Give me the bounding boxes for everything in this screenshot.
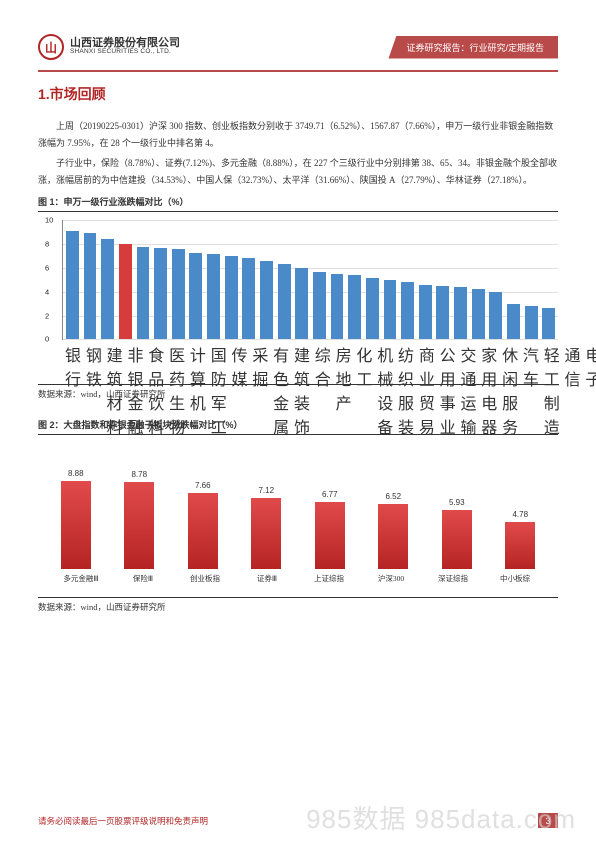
chart1-bar xyxy=(260,261,273,340)
chart2-bar xyxy=(315,502,345,570)
chart1-xlabel: 交通运输 xyxy=(460,342,476,438)
chart1-ytick: 8 xyxy=(45,240,49,249)
chart1-xlabel: 房地产 xyxy=(336,342,352,438)
chart1-xlabel: 汽车 xyxy=(523,342,539,438)
chart1-xlabel: 公用事业 xyxy=(440,342,456,438)
chart2-bar-value: 4.78 xyxy=(512,510,528,519)
chart2-xlabel: 中小板综 xyxy=(494,573,536,584)
chart1-xlabel: 家用电器 xyxy=(481,342,497,438)
header-rule xyxy=(38,70,558,72)
chart1-xlabel: 机械设备 xyxy=(377,342,393,438)
chart1-xlabel: 纺织服装 xyxy=(398,342,414,438)
chart2-bar-value: 6.52 xyxy=(385,492,401,501)
chart1-bar xyxy=(401,282,414,339)
chart2-xlabel: 证券Ⅲ xyxy=(246,573,288,584)
chart1-xlabel: 采掘 xyxy=(252,342,268,438)
paragraph: 子行业中，保险（8.78%）、证券(7.12%)、多元金融（8.88%），在 2… xyxy=(38,155,558,189)
chart1-bar xyxy=(119,244,132,339)
chart1-bar xyxy=(472,289,485,339)
chart2-bar-value: 7.12 xyxy=(258,486,274,495)
company-logo-block: 山 山西证券股份有限公司 SHANXI SECURITIES CO., LTD. xyxy=(38,34,180,60)
chart1-title: 图 1：申万一级行业涨跌幅对比（%） xyxy=(38,195,558,212)
chart2-bar-column: 4.78 xyxy=(499,510,541,570)
chart2-bar-column: 6.77 xyxy=(309,490,351,570)
chart1-xlabel: 通信 xyxy=(565,342,581,438)
chart2-bar xyxy=(124,482,154,570)
chart2-bar-value: 6.77 xyxy=(322,490,338,499)
chart2-xlabel: 多元金融Ⅲ xyxy=(60,573,102,584)
chart2-bar-value: 8.88 xyxy=(68,469,84,478)
chart1-bar xyxy=(84,233,97,339)
chart1-bar xyxy=(172,249,185,339)
chart1-bar xyxy=(189,253,202,340)
chart2-xlabel: 创业板指 xyxy=(184,573,226,584)
chart1-bar xyxy=(313,272,326,340)
chart1: 0246810 银行钢铁建筑材料非银金融食品饮料医药生物计算机国防军工传媒采掘有… xyxy=(38,212,558,382)
chart1-bar xyxy=(419,285,432,340)
chart1-ytick: 0 xyxy=(45,335,49,344)
chart1-bar xyxy=(348,275,361,339)
chart1-bar xyxy=(242,258,255,339)
chart1-xlabel: 有色金属 xyxy=(273,342,289,438)
chart2-bar xyxy=(251,498,281,569)
chart2-bar xyxy=(61,481,91,570)
chart2-bar xyxy=(505,522,535,570)
watermark: 985数据 985data.com xyxy=(306,799,576,836)
chart2-bar-value: 7.66 xyxy=(195,481,211,490)
chart1-bar xyxy=(384,280,397,340)
chart2-bar xyxy=(378,504,408,569)
chart1-ytick: 4 xyxy=(45,287,49,296)
chart2-xlabel: 上证综指 xyxy=(308,573,350,584)
chart2-bar xyxy=(442,510,472,569)
chart1-bar xyxy=(207,254,220,340)
chart1-ytick: 2 xyxy=(45,311,49,320)
chart1-xlabel: 轻工制造 xyxy=(544,342,560,438)
chart2-bar-column: 7.66 xyxy=(182,481,224,570)
chart1-bar xyxy=(137,247,150,340)
chart1-bar xyxy=(489,292,502,340)
chart1-bar xyxy=(525,306,538,339)
chart2-bar-column: 8.78 xyxy=(118,470,160,570)
section-title: 1.市场回顾 xyxy=(38,84,558,104)
chart2-bar-column: 8.88 xyxy=(55,469,97,570)
chart1-ytick: 6 xyxy=(45,263,49,272)
chart2-bar-column: 7.12 xyxy=(245,486,287,569)
chart1-bar xyxy=(542,308,555,339)
chart2-source: 数据来源：wind，山西证券研究所 xyxy=(38,597,558,613)
chart1-xlabel: 建筑装饰 xyxy=(294,342,310,438)
chart2-bar-column: 6.52 xyxy=(372,492,414,569)
footer-disclaimer: 请务必阅读最后一页股票评级说明和免责声明 xyxy=(38,815,208,827)
chart1-bar xyxy=(366,278,379,340)
chart1-xlabel: 化工 xyxy=(356,342,372,438)
chart1-bar xyxy=(436,286,449,340)
chart1-xlabel: 商业贸易 xyxy=(419,342,435,438)
chart2-bar-value: 5.93 xyxy=(449,498,465,507)
body-text: 上周（20190225-0301）沪深 300 指数、创业板指数分别收于 374… xyxy=(38,118,558,189)
paragraph: 上周（20190225-0301）沪深 300 指数、创业板指数分别收于 374… xyxy=(38,118,558,152)
chart1-bar xyxy=(295,268,308,339)
chart1-xlabel: 综合 xyxy=(315,342,331,438)
chart2-xlabel: 保险Ⅲ xyxy=(122,573,164,584)
chart2: 8.88 8.78 7.66 7.12 6.77 6.52 5.93 4.78 多元金融Ⅲ 保险… xyxy=(38,435,558,595)
chart1-bar xyxy=(101,239,114,339)
report-type-banner: 证券研究报告：行业研究/定期报告 xyxy=(388,36,558,59)
chart1-bar xyxy=(331,274,344,339)
chart1-bar xyxy=(507,304,520,340)
chart2-bar-column: 5.93 xyxy=(436,498,478,569)
chart2-bar xyxy=(188,493,218,570)
chart2-xlabel: 深证综指 xyxy=(432,573,474,584)
page-header: 山 山西证券股份有限公司 SHANXI SECURITIES CO., LTD.… xyxy=(38,30,558,64)
chart1-ytick: 10 xyxy=(45,216,53,225)
chart2-bar-value: 8.78 xyxy=(131,470,147,479)
company-logo-icon: 山 xyxy=(38,34,64,60)
chart1-bar xyxy=(154,248,167,340)
chart1-xlabel: 休闲服务 xyxy=(502,342,518,438)
chart1-xlabel: 电子 xyxy=(585,342,596,438)
chart1-bar xyxy=(66,231,79,339)
chart1-bar xyxy=(454,287,467,339)
chart1-bar xyxy=(278,264,291,339)
company-name-en: SHANXI SECURITIES CO., LTD. xyxy=(70,49,180,56)
chart2-xlabel: 沪深300 xyxy=(370,573,412,584)
chart1-bar xyxy=(225,256,238,339)
